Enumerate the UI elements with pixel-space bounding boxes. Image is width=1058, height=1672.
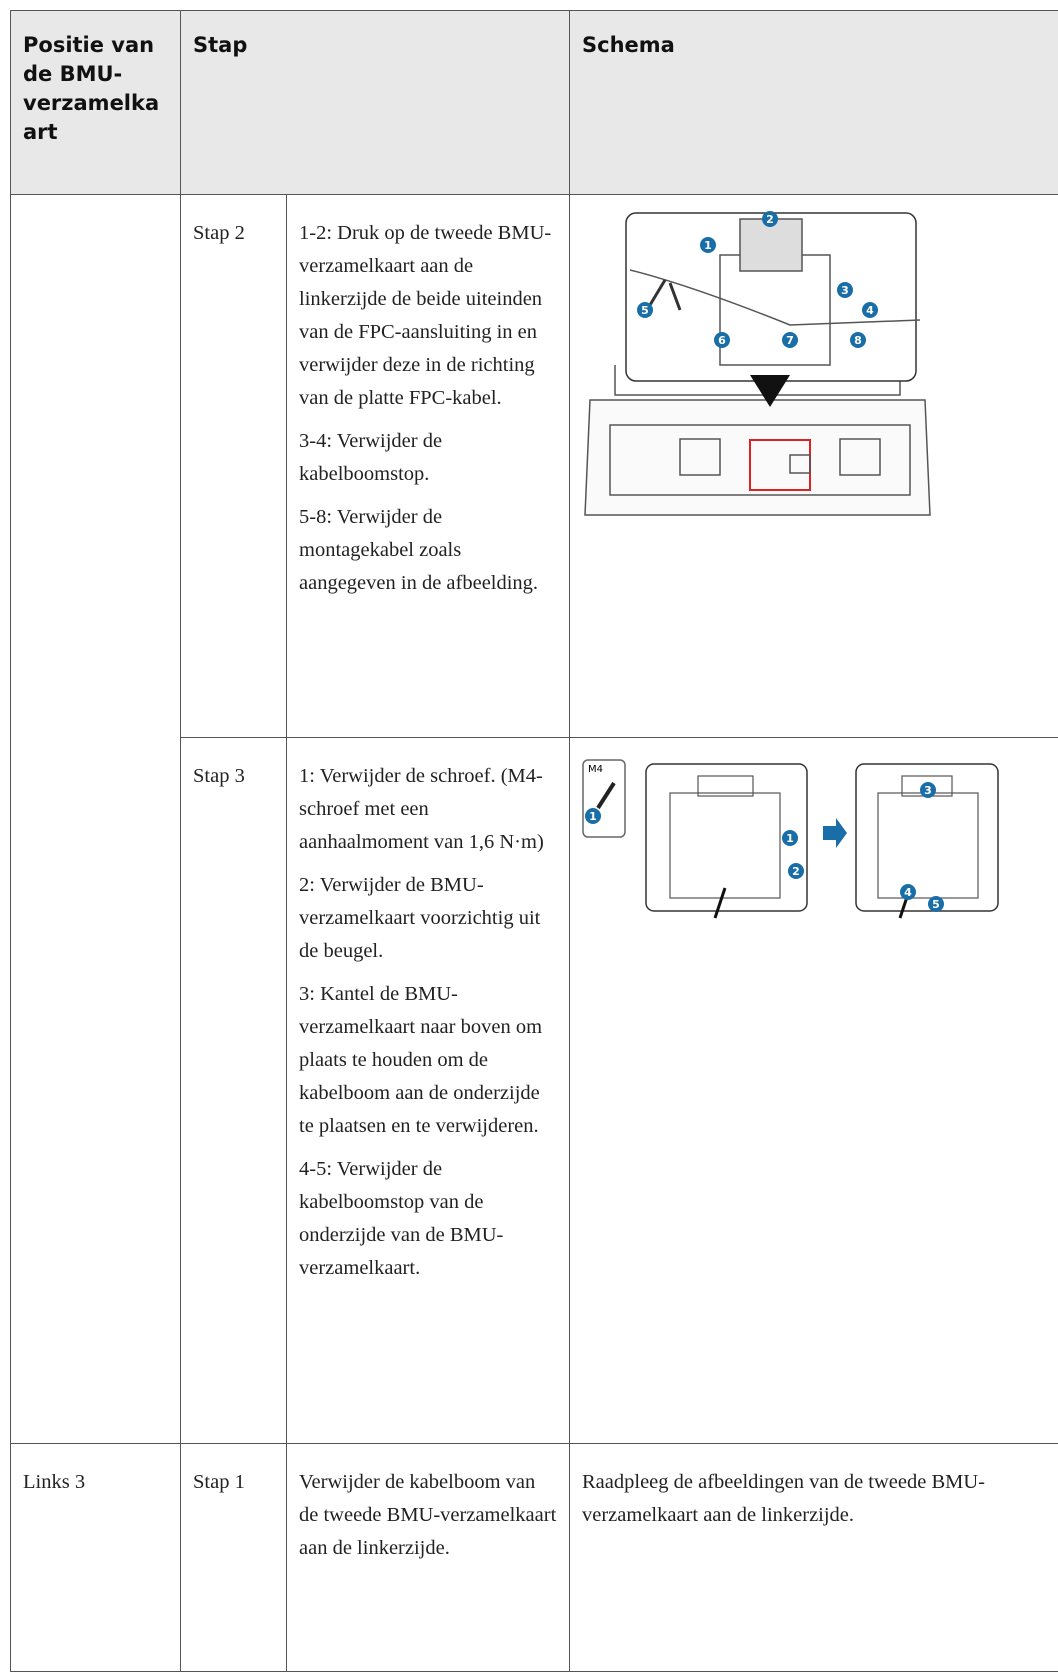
figure-cell: M4 1 1 2 3 4 5 xyxy=(570,738,1058,1444)
callout-number: 3 xyxy=(841,284,849,297)
paragraph: 3: Kantel de BMU-verzamelkaart naar bove… xyxy=(299,978,557,1143)
callout-number: 1 xyxy=(786,832,794,845)
step-cell: Stap 3 xyxy=(181,738,287,1444)
callout-number: 1 xyxy=(589,810,597,823)
callout-number: 1 xyxy=(704,239,712,252)
paragraph: 4-5: Verwijder de kabelboomstop van de o… xyxy=(299,1153,557,1285)
callout-number: 2 xyxy=(792,865,800,878)
row: Stap 2 1-2: Druk op de tweede BMU-verzam… xyxy=(11,195,1058,738)
paragraph: Verwijder de kabelboom van de tweede BMU… xyxy=(299,1466,557,1565)
header-row: Positie van de BMU-verzamelkaart Stap Sc… xyxy=(11,11,1058,195)
text-cell: Verwijder de kabelboom van de tweede BMU… xyxy=(287,1444,570,1672)
paragraph: 1: Verwijder de schroef. (M4-schroef met… xyxy=(299,760,557,859)
figure-cell: 1 2 3 4 5 6 7 8 xyxy=(570,195,1058,738)
callout-number: 7 xyxy=(786,334,794,347)
figure: 1 2 3 4 5 6 7 8 xyxy=(570,195,1050,525)
step-cell: Stap 1 xyxy=(181,1444,287,1672)
paragraph: 3-4: Verwijder de kabelboomstop. xyxy=(299,425,557,491)
callout-number: 4 xyxy=(866,304,874,317)
tool-label: M4 xyxy=(588,764,603,775)
paragraph: 1-2: Druk op de tweede BMU-verzamelkaart… xyxy=(299,217,557,415)
callout-number: 5 xyxy=(641,304,649,317)
step-cell: Stap 2 xyxy=(181,195,287,738)
position-cell xyxy=(11,195,181,1444)
header-cell: Schema xyxy=(570,11,1058,195)
paragraph: 2: Verwijder de BMU-verzamelkaart voorzi… xyxy=(299,869,557,968)
figure: M4 1 1 2 3 4 5 xyxy=(570,738,1050,938)
header-cell: Stap xyxy=(181,11,570,195)
callout-number: 8 xyxy=(854,334,862,347)
callout-number: 6 xyxy=(718,334,726,347)
callout-number: 5 xyxy=(932,898,940,911)
position-cell: Links 3 xyxy=(11,1444,181,1672)
paragraph: 5-8: Verwijder de montagekabel zoals aan… xyxy=(299,501,557,600)
text-cell: 1-2: Druk op de tweede BMU-verzamelkaart… xyxy=(287,195,570,738)
text-cell: 1: Verwijder de schroef. (M4-schroef met… xyxy=(287,738,570,1444)
schema-cell: Raadpleeg de afbeeldingen van de tweede … xyxy=(570,1444,1058,1672)
callout-number: 4 xyxy=(904,886,912,899)
callout-number: 3 xyxy=(924,784,932,797)
row: Links 3 Stap 1 Verwijder de kabelboom va… xyxy=(11,1444,1058,1672)
steps-table: Positie van de BMU-verzamelkaart Stap Sc… xyxy=(10,10,1058,1672)
header-cell: Positie van de BMU-verzamelkaart xyxy=(11,11,181,195)
callout-number: 2 xyxy=(766,213,774,226)
